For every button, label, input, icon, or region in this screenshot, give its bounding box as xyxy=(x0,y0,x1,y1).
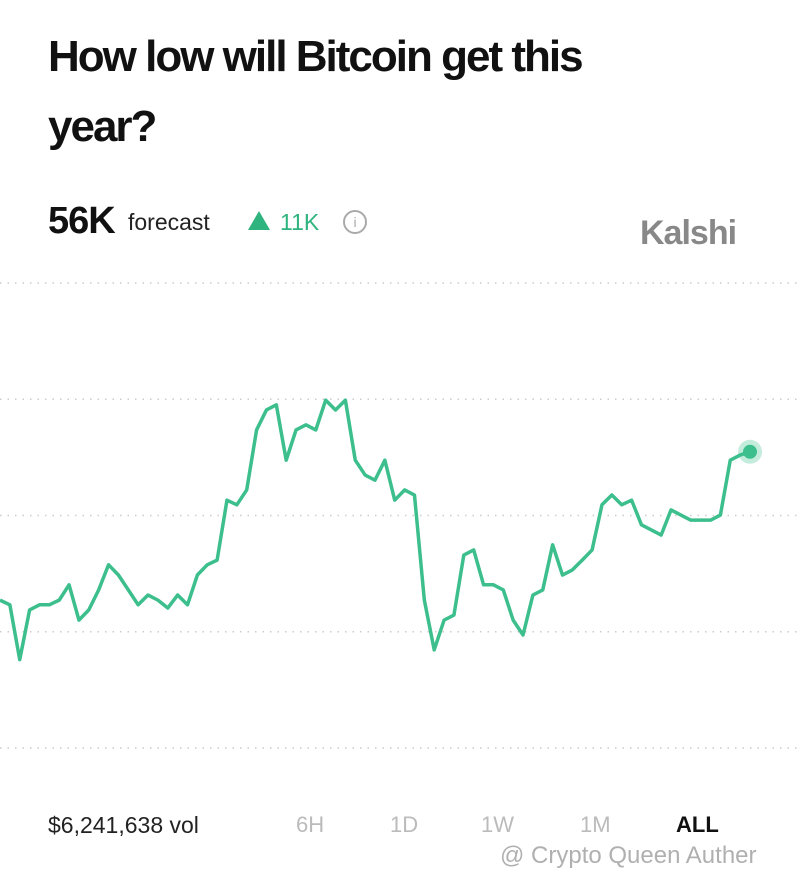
end-point xyxy=(743,444,757,459)
volume: $6,241,638 vol xyxy=(48,812,199,838)
range-tab[interactable]: 1D xyxy=(390,812,419,837)
chart xyxy=(0,282,800,749)
forecast-label: forecast xyxy=(128,209,210,235)
range-tab[interactable]: 6H xyxy=(296,812,325,837)
info-icon[interactable]: i xyxy=(343,210,367,234)
range-tab[interactable]: ALL xyxy=(676,812,719,837)
up-arrow xyxy=(248,211,270,230)
title: How low will Bitcoin get this year? xyxy=(48,32,584,151)
range-tab[interactable]: 1M xyxy=(580,812,611,837)
brand: Kalshi xyxy=(640,214,737,252)
forecast-change: 11K xyxy=(280,209,320,235)
range-tab[interactable]: 1W xyxy=(481,812,514,837)
forecast-value: 56K xyxy=(48,200,116,242)
watermark: @ Crypto Queen Auther xyxy=(500,842,757,869)
line xyxy=(0,398,751,662)
